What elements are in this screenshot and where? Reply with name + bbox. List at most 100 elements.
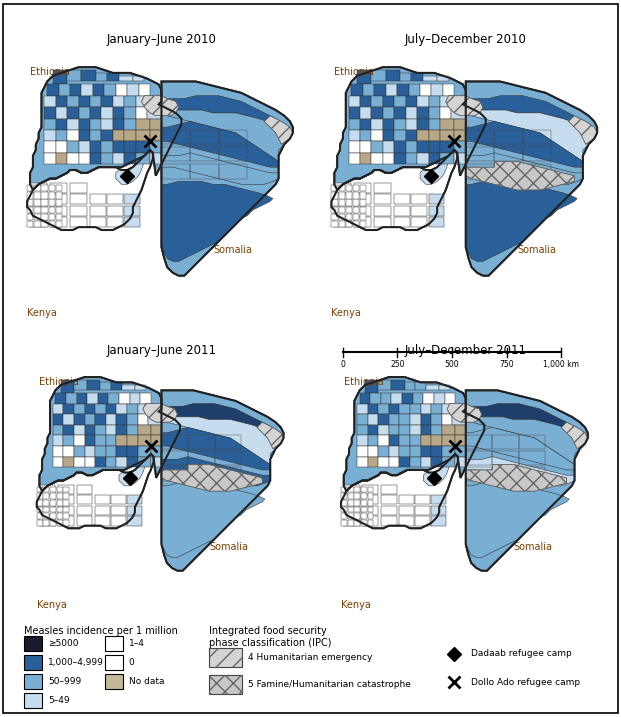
Polygon shape [338,192,345,199]
Polygon shape [37,487,43,493]
Polygon shape [428,96,440,107]
Polygon shape [57,487,63,493]
Polygon shape [406,96,417,107]
Polygon shape [48,206,55,213]
Text: Somalia: Somalia [514,541,553,551]
Polygon shape [96,73,107,82]
Polygon shape [53,457,63,467]
Polygon shape [432,85,443,96]
Polygon shape [381,505,397,515]
Text: 1–4: 1–4 [129,639,145,648]
Polygon shape [417,118,428,130]
Polygon shape [119,393,130,404]
Polygon shape [420,404,431,414]
Polygon shape [44,153,56,164]
Polygon shape [353,221,359,227]
Polygon shape [431,435,442,446]
Polygon shape [431,516,446,526]
Polygon shape [348,493,353,499]
Polygon shape [57,513,63,519]
Polygon shape [353,206,359,213]
Polygon shape [127,495,142,505]
Polygon shape [63,435,74,446]
Polygon shape [34,192,40,199]
Polygon shape [455,141,466,153]
Polygon shape [127,516,142,526]
Polygon shape [383,107,394,118]
FancyBboxPatch shape [105,636,123,651]
Polygon shape [138,414,148,424]
Polygon shape [44,107,56,118]
Polygon shape [332,214,338,220]
Polygon shape [381,393,391,404]
Polygon shape [27,214,34,220]
Polygon shape [136,141,150,153]
Polygon shape [357,70,371,85]
Polygon shape [147,107,161,118]
Polygon shape [70,85,81,96]
Polygon shape [142,96,179,115]
Polygon shape [428,217,445,227]
Polygon shape [346,221,352,227]
Polygon shape [63,520,69,526]
Polygon shape [383,130,394,141]
Polygon shape [338,199,345,206]
Polygon shape [76,495,93,505]
Polygon shape [90,194,106,204]
Polygon shape [394,96,406,107]
Polygon shape [348,141,360,153]
Polygon shape [361,500,367,505]
Polygon shape [368,513,373,519]
Polygon shape [107,73,119,82]
Polygon shape [70,217,87,227]
Polygon shape [124,217,140,227]
Polygon shape [360,199,366,206]
Polygon shape [428,118,440,130]
Polygon shape [50,513,56,519]
Polygon shape [74,380,87,390]
Polygon shape [420,446,431,457]
Polygon shape [27,192,34,199]
Polygon shape [355,493,360,499]
Polygon shape [56,192,62,199]
Text: Somalia: Somalia [209,541,248,551]
Polygon shape [455,130,466,141]
Polygon shape [127,404,138,414]
Polygon shape [113,96,124,107]
Polygon shape [106,435,116,446]
Polygon shape [353,192,359,199]
Polygon shape [143,404,178,422]
Polygon shape [362,505,378,515]
Polygon shape [431,414,442,424]
Polygon shape [37,500,43,505]
Polygon shape [58,495,74,505]
Polygon shape [389,404,399,414]
Polygon shape [363,85,374,96]
Polygon shape [362,485,378,494]
Polygon shape [428,130,440,141]
Polygon shape [67,141,79,153]
Text: Somalia: Somalia [517,244,556,255]
Polygon shape [74,446,84,457]
Title: January–June 2010: January–June 2010 [107,33,216,46]
Polygon shape [466,110,594,161]
Polygon shape [67,130,79,141]
Polygon shape [161,404,268,430]
Polygon shape [341,500,347,505]
Polygon shape [79,118,90,130]
Polygon shape [368,493,373,499]
Polygon shape [34,214,40,220]
Polygon shape [90,206,106,216]
Polygon shape [466,427,574,470]
Text: 1,000 km: 1,000 km [543,360,579,369]
Polygon shape [348,500,353,505]
Polygon shape [357,457,368,467]
Polygon shape [37,493,43,499]
Polygon shape [107,194,123,204]
Polygon shape [343,505,360,515]
Polygon shape [389,435,399,446]
Polygon shape [116,446,127,457]
Polygon shape [116,404,127,414]
Polygon shape [67,96,79,107]
Polygon shape [34,185,40,191]
